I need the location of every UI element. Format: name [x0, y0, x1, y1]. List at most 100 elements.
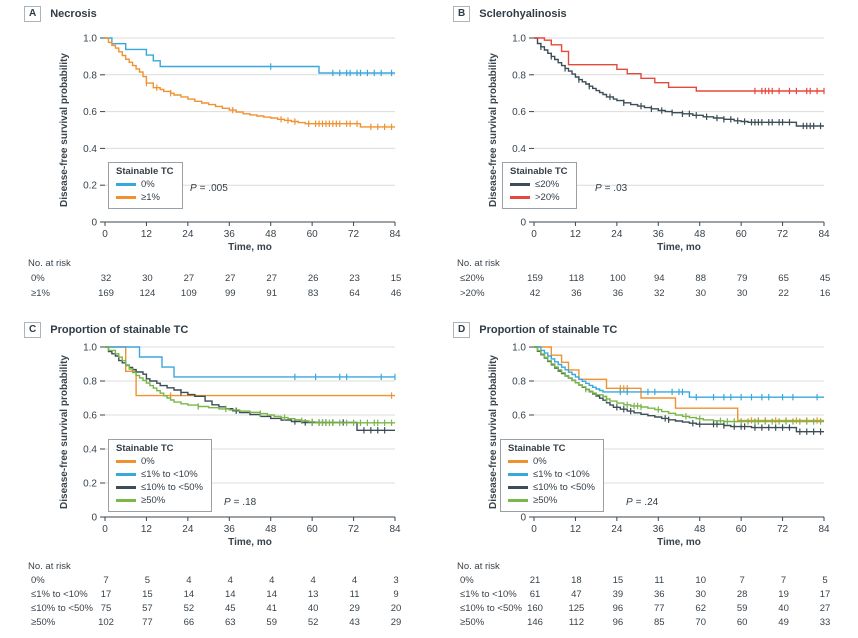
risk-count: 159 — [527, 273, 543, 284]
risk-count: 102 — [98, 617, 114, 628]
risk-count: 7 — [739, 575, 744, 586]
legend-swatch — [508, 473, 528, 476]
risk-count: 79 — [737, 273, 748, 284]
risk-count: 36 — [654, 589, 665, 600]
y-tick-label: 0.8 — [83, 377, 97, 388]
risk-count: 5 — [145, 575, 150, 586]
x-tick-label: 48 — [694, 524, 706, 535]
legend-item: ≤20% — [510, 178, 568, 191]
risk-row-label: 0% — [31, 575, 45, 586]
y-axis-title: Disease-free survival probability — [59, 355, 70, 509]
p-value: P = .24 — [626, 497, 658, 508]
risk-count: 29 — [349, 603, 360, 614]
panel-title: Necrosis — [50, 8, 97, 20]
x-tick-label: 84 — [818, 524, 830, 535]
legend-label: ≤20% — [535, 179, 560, 190]
risk-count: 45 — [820, 273, 831, 284]
risk-row-label: ≤1% to <10% — [460, 589, 517, 600]
x-tick-label: 36 — [653, 229, 665, 240]
x-axis-title: Time, mo — [228, 242, 272, 253]
risk-count: 41 — [266, 603, 277, 614]
legend-title: Stainable TC — [116, 166, 174, 177]
risk-count: 32 — [654, 288, 665, 299]
risk-count: 146 — [527, 617, 543, 628]
legend-swatch — [116, 486, 136, 489]
x-tick-label: 24 — [182, 229, 194, 240]
x-tick-label: 12 — [141, 229, 153, 240]
legend-label: ≤10% to <50% — [141, 482, 203, 493]
x-tick-label: 72 — [777, 524, 789, 535]
legend-item: 0% — [508, 455, 595, 468]
y-tick-label: 0 — [91, 218, 97, 229]
risk-table-header: No. at risk — [28, 258, 71, 269]
x-tick-label: 24 — [182, 524, 194, 535]
legend-swatch — [510, 196, 530, 199]
risk-row-label: ≥1% — [31, 288, 50, 299]
x-tick-label: 48 — [265, 524, 277, 535]
legend-label: ≤1% to <10% — [533, 469, 590, 480]
risk-count: 46 — [391, 288, 402, 299]
legend-swatch — [508, 460, 528, 463]
risk-count: 118 — [569, 273, 584, 284]
risk-count: 88 — [695, 273, 706, 284]
km-chart-stainable-tc-c: 0 12 24 36 48 60 72 84 Time, mo 0 0.2 0.4 0.6 0.8 1.0 D… — [28, 343, 401, 629]
risk-count: 96 — [613, 603, 624, 614]
risk-count: 94 — [654, 273, 665, 284]
legend-item: >20% — [510, 191, 568, 204]
legend-title: Stainable TC — [508, 443, 566, 454]
km-curve — [534, 37, 824, 127]
risk-count: 125 — [568, 603, 584, 614]
risk-count: 27 — [266, 273, 277, 284]
x-tick-label: 36 — [653, 524, 665, 535]
panel-title: Sclerohyalinosis — [479, 8, 567, 20]
risk-count: 15 — [613, 575, 624, 586]
y-tick-label: 0.8 — [512, 70, 526, 81]
panel-title: Proportion of stainable TC — [479, 324, 618, 336]
legend-items: 0% ≥1% — [116, 178, 174, 204]
risk-row-label: ≤10% to <50% — [31, 603, 94, 614]
p-text: = .18 — [233, 497, 257, 508]
legend-swatch — [116, 499, 136, 502]
risk-count: 13 — [308, 589, 319, 600]
km-curve — [105, 37, 395, 74]
risk-table-header: No. at risk — [457, 561, 500, 572]
risk-count: 62 — [695, 603, 706, 614]
risk-count: 26 — [308, 273, 319, 284]
legend-items: 0% ≤1% to <10% ≤10% to <50% ≥50% — [116, 455, 203, 507]
km-curve — [105, 346, 395, 431]
x-tick-label: 0 — [102, 229, 108, 240]
p-symbol: P — [595, 183, 602, 194]
risk-count: 4 — [310, 575, 315, 586]
risk-count: 4 — [228, 575, 233, 586]
risk-row-label: ≤1% to <10% — [31, 589, 88, 600]
risk-count: 4 — [269, 575, 274, 586]
risk-row-label: ≥50% — [460, 617, 485, 628]
risk-count: 15 — [391, 273, 402, 284]
risk-row-label: >20% — [460, 288, 485, 299]
risk-count: 27 — [820, 603, 831, 614]
risk-count: 59 — [737, 603, 748, 614]
legend-box: Stainable TC ≤20% >20% — [502, 162, 577, 209]
risk-count: 100 — [610, 273, 626, 284]
risk-count: 160 — [527, 603, 543, 614]
km-curve — [534, 346, 824, 422]
y-tick-label: 0 — [520, 513, 526, 524]
km-chart-necrosis: 0 12 24 36 48 60 72 84 Time, mo 0 0.2 0.4 0.6 0.8 1.0 D… — [28, 34, 402, 300]
risk-count: 169 — [98, 288, 114, 299]
risk-count: 14 — [225, 589, 236, 600]
x-tick-label: 0 — [102, 524, 108, 535]
panel-letter: C — [24, 322, 42, 338]
risk-count: 28 — [737, 589, 748, 600]
risk-count: 21 — [530, 575, 541, 586]
risk-count: 5 — [822, 575, 827, 586]
risk-count: 27 — [225, 273, 236, 284]
risk-count: 63 — [225, 617, 236, 628]
risk-count: 10 — [695, 575, 706, 586]
risk-count: 59 — [266, 617, 277, 628]
risk-count: 52 — [184, 603, 195, 614]
risk-table-header: No. at risk — [457, 258, 500, 269]
risk-count: 77 — [654, 603, 665, 614]
